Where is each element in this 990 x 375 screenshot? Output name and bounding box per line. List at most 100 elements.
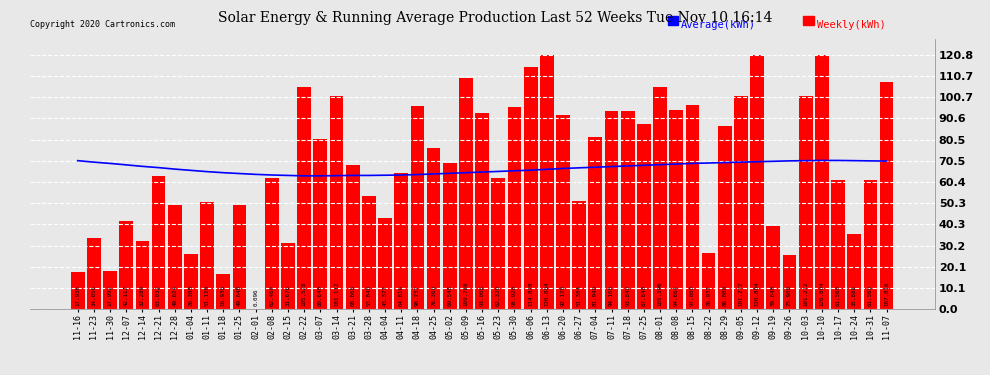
Text: 76.360: 76.360 [431, 285, 437, 306]
Bar [265, 178, 279, 309]
Bar [815, 54, 829, 309]
Bar [621, 111, 635, 309]
Bar [168, 205, 181, 309]
Text: 53.840: 53.840 [366, 285, 371, 306]
Bar [735, 96, 747, 309]
Bar [491, 178, 505, 309]
Text: 97.000: 97.000 [690, 285, 695, 306]
Text: 39.648: 39.648 [771, 285, 776, 306]
Text: 114.828: 114.828 [528, 282, 534, 306]
Bar [411, 106, 425, 309]
Text: 92.128: 92.128 [560, 285, 565, 306]
Text: Weekly(kWh): Weekly(kWh) [817, 21, 886, 30]
Text: 61.560: 61.560 [836, 285, 841, 306]
Text: Copyright 2020 Cartronics.com: Copyright 2020 Cartronics.com [30, 21, 174, 30]
Bar [605, 111, 619, 309]
Bar [637, 124, 650, 309]
Text: 35.888: 35.888 [851, 285, 856, 306]
Text: 62.320: 62.320 [496, 285, 501, 306]
Text: Solar Energy & Running Average Production Last 52 Weeks Tue Nov 10 16:14: Solar Energy & Running Average Productio… [218, 11, 772, 25]
Bar [459, 78, 473, 309]
Bar [880, 82, 893, 309]
Text: 109.788: 109.788 [463, 282, 468, 306]
Text: 94.168: 94.168 [609, 285, 614, 306]
Bar [556, 115, 570, 309]
Text: 43.372: 43.372 [382, 285, 387, 306]
Text: 42.112: 42.112 [124, 285, 129, 306]
Bar [87, 237, 101, 309]
Text: 49.624: 49.624 [172, 285, 177, 306]
Bar [233, 205, 247, 309]
Text: 31.676: 31.676 [285, 285, 290, 306]
Bar [71, 272, 84, 309]
Bar [120, 220, 133, 309]
Bar [783, 255, 796, 309]
Text: 105.528: 105.528 [302, 282, 307, 306]
Text: 86.808: 86.808 [723, 285, 728, 306]
Text: 107.816: 107.816 [884, 282, 889, 306]
Text: 94.664: 94.664 [674, 285, 679, 306]
Bar [200, 201, 214, 309]
Bar [540, 54, 553, 309]
Text: 101.272: 101.272 [803, 282, 808, 306]
Text: 26.208: 26.208 [188, 285, 193, 306]
Text: 63.032: 63.032 [156, 285, 161, 306]
Text: 62.460: 62.460 [269, 285, 274, 306]
Text: 16.936: 16.936 [221, 285, 226, 306]
Text: 120.804: 120.804 [820, 282, 825, 306]
Bar [863, 180, 877, 309]
Bar [750, 54, 764, 309]
Bar [508, 107, 522, 309]
Text: 101.112: 101.112 [334, 282, 339, 306]
Text: 105.396: 105.396 [657, 282, 662, 306]
Bar [314, 139, 328, 309]
Bar [427, 148, 441, 309]
Text: 120.804: 120.804 [754, 282, 759, 306]
Bar [718, 126, 732, 309]
Text: 32.280: 32.280 [140, 285, 145, 306]
Bar [443, 163, 456, 309]
Text: 26.932: 26.932 [706, 285, 711, 306]
Bar [346, 165, 359, 309]
Bar [803, 16, 814, 24]
Bar [799, 96, 813, 309]
Text: 69.548: 69.548 [447, 285, 452, 306]
Text: 93.840: 93.840 [626, 285, 631, 306]
Text: 34.056: 34.056 [91, 285, 96, 306]
Bar [475, 113, 489, 309]
Bar [136, 241, 149, 309]
Bar [362, 196, 376, 309]
Text: 93.008: 93.008 [479, 285, 485, 306]
Text: 17.992: 17.992 [108, 285, 113, 306]
Bar [702, 253, 716, 309]
Bar [847, 234, 861, 309]
Bar [184, 254, 198, 309]
Bar [572, 201, 586, 309]
Text: 80.640: 80.640 [318, 285, 323, 306]
Text: 17.936: 17.936 [75, 285, 80, 306]
Text: 61.560: 61.560 [868, 285, 873, 306]
Text: 81.940: 81.940 [593, 285, 598, 306]
Text: 25.908: 25.908 [787, 285, 792, 306]
Text: 96.232: 96.232 [415, 285, 420, 306]
Bar [832, 180, 844, 309]
Text: 64.816: 64.816 [399, 285, 404, 306]
Text: 68.668: 68.668 [350, 285, 355, 306]
Text: 120.804: 120.804 [544, 282, 549, 306]
Bar [653, 87, 667, 309]
Bar [151, 176, 165, 309]
Bar [766, 226, 780, 309]
Bar [588, 136, 602, 309]
Bar [281, 243, 295, 309]
Bar [378, 218, 392, 309]
Text: 0.096: 0.096 [253, 289, 258, 306]
Text: 101.272: 101.272 [739, 282, 743, 306]
Bar [685, 105, 699, 309]
Bar [297, 87, 311, 309]
Text: 49.648: 49.648 [237, 285, 242, 306]
Bar [394, 172, 408, 309]
Bar [217, 274, 230, 309]
Text: 51.128: 51.128 [205, 285, 210, 306]
Text: 51.304: 51.304 [577, 285, 582, 306]
Text: Average(kWh): Average(kWh) [681, 21, 756, 30]
